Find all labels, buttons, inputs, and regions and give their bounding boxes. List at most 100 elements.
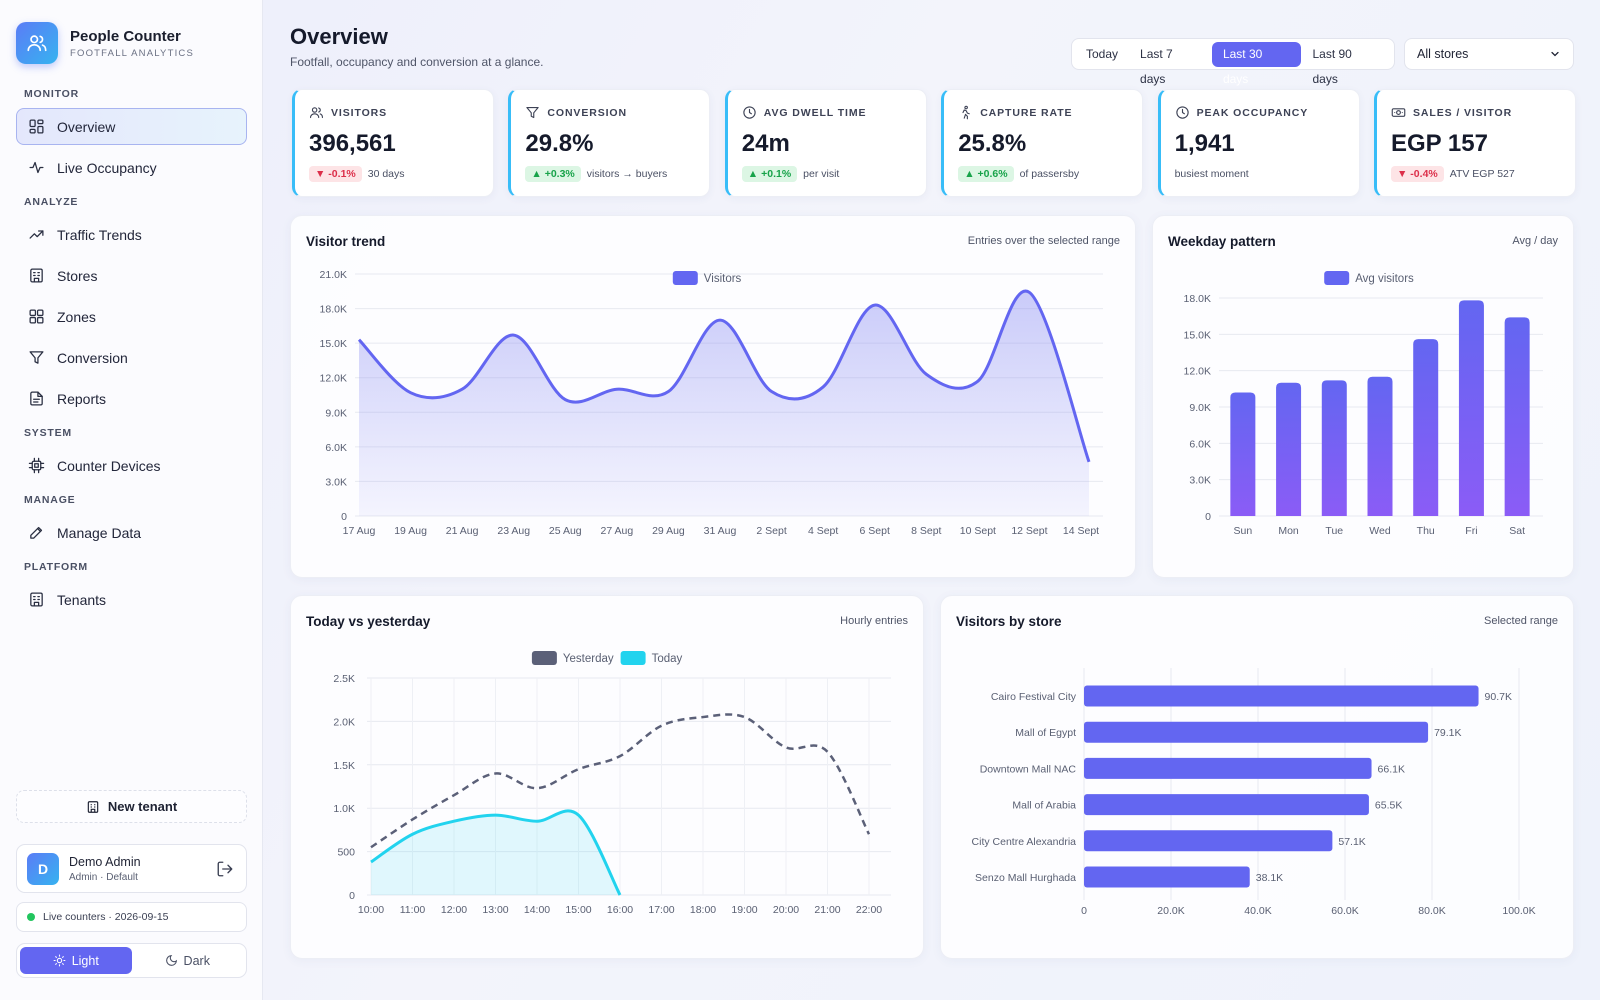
document-icon	[30, 391, 43, 406]
sidebar-item-label: Stores	[57, 267, 98, 284]
user-name: Demo Admin	[69, 854, 141, 869]
brand-title: People Counter	[70, 27, 181, 45]
weekday-bar	[1504, 317, 1530, 516]
brand[interactable]: People Counter FOOTFALL ANALYTICS	[16, 22, 194, 64]
legend-label: Avg visitors	[1355, 273, 1414, 285]
sidebar-item-zones[interactable]: Zones	[16, 298, 247, 335]
x-tick-label: 11:00	[400, 904, 426, 916]
theme-dark-button[interactable]: Dark	[132, 947, 244, 974]
new-tenant-button[interactable]: New tenant	[16, 790, 247, 823]
x-tick-label: 25 Aug	[549, 525, 582, 537]
visitors-line	[357, 289, 1091, 463]
today-vs-yesterday-note: Hourly entries	[840, 615, 908, 627]
legend-swatch	[1324, 271, 1350, 285]
visitors-by-store-title: Visitors by store	[956, 614, 1062, 629]
theme-light-label: Light	[71, 953, 99, 968]
y-tick-label: 12.0K	[320, 373, 347, 385]
store-bar	[1084, 757, 1372, 779]
store-value-label: 65.5K	[1375, 800, 1402, 812]
x-tick-label: 21:00	[814, 904, 840, 916]
clock-icon	[743, 106, 756, 119]
date-range-selector: Today Last 7 days Last 30 days Last 90 days	[1071, 38, 1395, 86]
store-bar	[1084, 830, 1333, 852]
x-tick-label: 18:00	[690, 904, 716, 916]
visitor-trend-title: Visitor trend	[306, 234, 386, 249]
logout-icon[interactable]	[216, 860, 234, 878]
store-bar	[1084, 866, 1250, 888]
store-select-value: All stores	[1417, 47, 1469, 61]
theme-light-button[interactable]: Light	[20, 947, 132, 974]
kpi-visitors: VISITORS 396,561 ▼ -0.1% 30 days	[292, 89, 494, 197]
x-tick-label: Wed	[1369, 525, 1391, 537]
sidebar-item-overview[interactable]: Overview	[16, 108, 247, 145]
visitor-trend-chart: 0 3.0K 6.0K 9.0K 12.0K 15.0K 18.0K 21.0K 17 Aug 1…	[320, 269, 1103, 537]
y-tick-label: 1.0K	[333, 803, 355, 815]
users-icon	[310, 107, 323, 119]
y-tick-label: 18.0K	[320, 304, 347, 316]
range-last-90-days-button[interactable]: Last 90 days	[1312, 46, 1352, 86]
y-tick-label: 0	[349, 890, 355, 902]
weekday-bar	[1321, 380, 1347, 516]
y-tick-label: 1.5K	[333, 760, 355, 772]
weekday-pattern-title: Weekday pattern	[1168, 234, 1276, 249]
chevron-down-icon	[1551, 51, 1559, 57]
y-tick-label: 21.0K	[320, 269, 347, 281]
yesterday-line	[370, 713, 871, 849]
sidebar-item-label: Traffic Trends	[57, 226, 142, 243]
x-tick-label: Tue	[1325, 525, 1343, 537]
range-last-7-days-button[interactable]: Last 7 days	[1140, 46, 1173, 86]
sidebar-item-stores[interactable]: Stores	[16, 257, 247, 294]
x-tick-label: 31 Aug	[704, 525, 737, 537]
store-value-label: 66.1K	[1378, 763, 1405, 775]
visitor-trend-note: Entries over the selected range	[967, 235, 1120, 247]
building-icon	[30, 268, 43, 283]
legend-swatch	[620, 651, 646, 665]
store-label: Downtown Mall NAC	[980, 763, 1077, 775]
weekday-bar	[1367, 376, 1393, 516]
user-card[interactable]: D Demo Admin Admin · Default	[16, 844, 247, 893]
x-tick-label: 14:00	[524, 904, 550, 916]
sidebar-item-conversion[interactable]: Conversion	[16, 339, 247, 376]
store-label: Senzo Mall Hurghada	[975, 872, 1076, 884]
kpi-dwell-value: 24m	[741, 130, 790, 157]
x-tick-label: 10 Sept	[960, 525, 996, 537]
x-tick-label: Sun	[1234, 525, 1253, 537]
range-last-30-days-button[interactable]: Last 30 days	[1211, 41, 1302, 86]
theme-dark-label: Dark	[183, 953, 210, 968]
today-vs-yesterday-chart: 0 500 1.0K 1.5K 2.0K 2.5K 10:00 11:00 12:00 13:00…	[333, 651, 891, 916]
y-tick-label: 18.0K	[1184, 293, 1211, 305]
x-tick-label: Thu	[1417, 525, 1435, 537]
x-tick-label: Mon	[1278, 525, 1299, 537]
x-tick-label: 17:00	[648, 904, 674, 916]
visitors-by-store-panel: Visitors by store Selected range 0 20.0K 4…	[940, 595, 1574, 959]
today-vs-yesterday-title: Today vs yesterday	[306, 614, 431, 629]
y-tick-label: 0	[1205, 511, 1211, 523]
sidebar-item-manage-data[interactable]: Manage Data	[16, 514, 247, 551]
y-tick-label: 9.0K	[325, 407, 347, 419]
kpi-peak-note: busiest moment	[1174, 168, 1249, 180]
clock-icon	[1175, 106, 1189, 119]
x-tick-label: 29 Aug	[652, 525, 685, 537]
legend-label: Yesterday	[563, 653, 614, 665]
y-tick-label: 2.5K	[333, 673, 355, 685]
legend-swatch	[531, 651, 557, 665]
weekday-bar	[1413, 339, 1439, 516]
trend-icon	[29, 230, 44, 239]
y-tick-label: 2.0K	[333, 716, 355, 728]
store-bar	[1084, 794, 1369, 816]
sidebar-item-traffic-trends[interactable]: Traffic Trends	[16, 216, 247, 253]
sidebar-item-label: Live Occupancy	[57, 159, 157, 176]
brand-subtitle: FOOTFALL ANALYTICS	[70, 47, 195, 59]
live-dot	[27, 913, 35, 921]
sidebar: People Counter FOOTFALL ANALYTICS MONITO…	[0, 0, 263, 1000]
sidebar-item-counter-devices[interactable]: Counter Devices	[16, 447, 247, 484]
store-select[interactable]: All stores	[1404, 38, 1574, 70]
sidebar-item-reports[interactable]: Reports	[16, 380, 247, 417]
y-tick-label: 0	[341, 511, 347, 523]
nav-section-analyze: ANALYZE	[24, 196, 79, 208]
visitor-trend-panel: Visitor trend Entries over the selected …	[290, 215, 1136, 578]
range-today-button[interactable]: Today	[1086, 46, 1119, 61]
sidebar-item-live-occupancy[interactable]: Live Occupancy	[16, 149, 247, 186]
x-tick-label: 0	[1081, 905, 1087, 917]
sidebar-item-tenants[interactable]: Tenants	[16, 581, 247, 618]
